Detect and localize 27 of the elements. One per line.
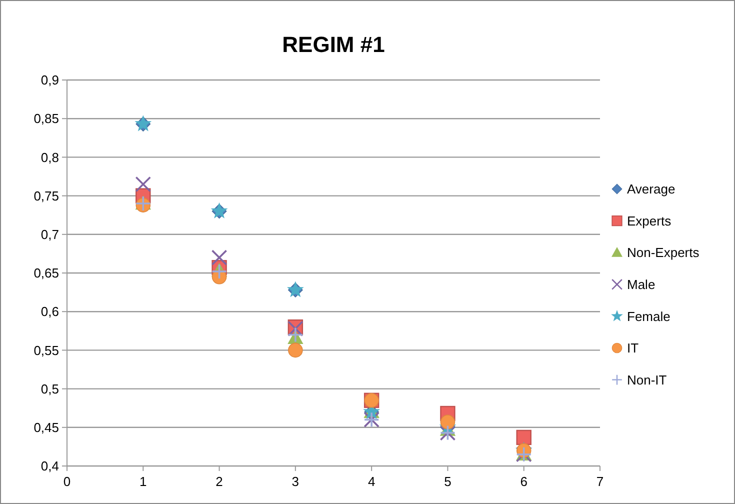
y-tick-label: 0,5: [40, 381, 59, 396]
legend-label: Non-IT: [627, 372, 667, 388]
y-tick-label: 0,4: [40, 458, 59, 474]
x-tick-label: 6: [520, 474, 528, 489]
x-tick-label: 3: [292, 474, 300, 489]
x-tick-label: 1: [140, 474, 147, 489]
y-tick-label: 0,8: [40, 150, 59, 165]
x-tick-label: 7: [596, 474, 604, 489]
x-tick-label: 4: [368, 474, 376, 489]
legend-label: Female: [627, 308, 670, 324]
legend-label: Male: [627, 276, 656, 292]
legend-label: Experts: [627, 213, 672, 228]
y-tick-label: 0,45: [34, 420, 59, 435]
legend-label: Non-Experts: [627, 245, 700, 260]
x-tick-label: 5: [444, 474, 452, 489]
y-tick-label: 0,7: [40, 226, 59, 242]
y-tick-label: 0,75: [34, 188, 59, 204]
legend-label: IT: [627, 340, 639, 356]
y-tick-label: 0,6: [40, 304, 59, 320]
y-tick-label: 0,55: [34, 342, 59, 358]
y-tick-label: 0,85: [34, 111, 59, 126]
y-tick-label: 0,65: [34, 266, 59, 281]
y-tick-label: 0,9: [40, 72, 59, 88]
x-tick-label: 2: [216, 474, 223, 489]
chart-title: REGIM #1: [282, 32, 385, 57]
x-tick-label: 0: [63, 474, 71, 489]
legend-label: Average: [627, 182, 676, 197]
